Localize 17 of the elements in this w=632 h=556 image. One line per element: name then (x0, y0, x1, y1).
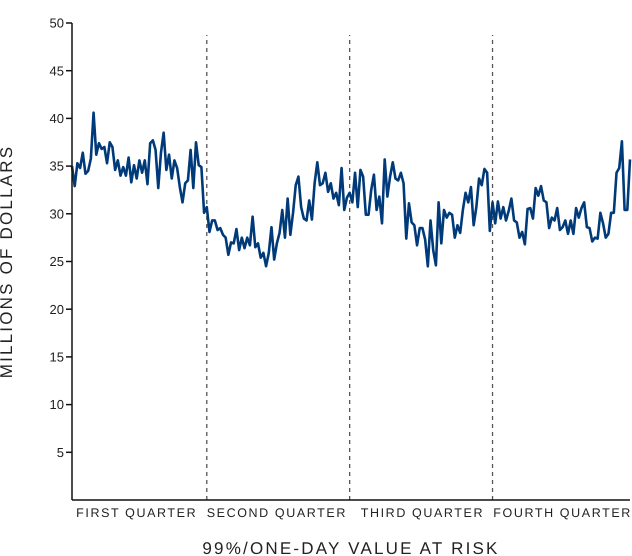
y-tick-label: 20 (50, 302, 64, 317)
y-tick-label: 35 (50, 158, 64, 174)
x-tick-label: THIRD QUARTER (360, 506, 484, 520)
y-axis-title: MILLIONS OF DOLLARS (0, 144, 16, 378)
y-tick-label: 5 (56, 444, 64, 460)
y-tick-label: 30 (50, 206, 64, 222)
line-series (70, 111, 632, 268)
y-tick-label: 40 (50, 111, 64, 126)
y-tick-label: 50 (50, 16, 64, 31)
x-tick-label: FOURTH QUARTER (493, 506, 632, 520)
y-tick-label: 10 (50, 397, 64, 412)
y-tick-label: 15 (50, 350, 64, 365)
y-tick-label: 45 (50, 63, 64, 78)
x-axis-title: 99%/ONE-DAY VALUE AT RISK (202, 539, 500, 556)
y-tick-label: 25 (50, 254, 64, 270)
x-tick-label: SECOND QUARTER (206, 506, 347, 520)
x-tick-label: FIRST QUARTER (76, 506, 198, 520)
